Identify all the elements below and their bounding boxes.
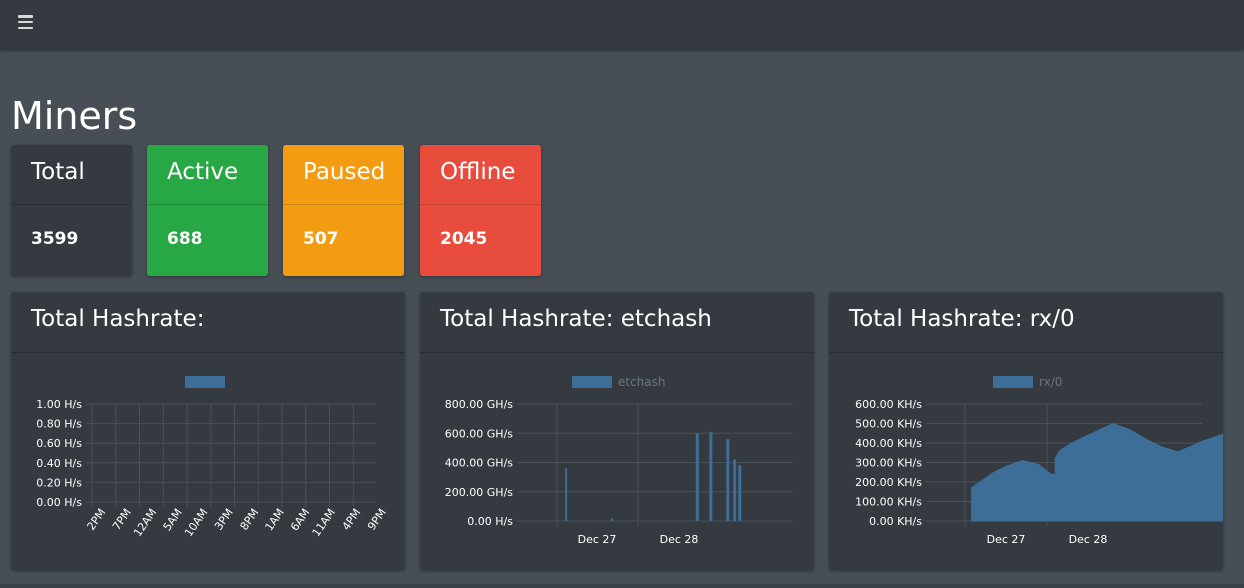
y-tick-label: 400.00 GH/s xyxy=(445,457,513,470)
page-title: Miners xyxy=(11,94,138,138)
x-tick-label: 7PM xyxy=(110,506,134,532)
y-tick-label: 500.00 KH/s xyxy=(855,418,922,431)
chart-title-rx0: Total Hashrate: rx/0 xyxy=(829,292,1223,353)
y-tick-label: 0.00 H/s xyxy=(467,515,513,528)
stat-label-active: Active xyxy=(147,145,268,205)
y-tick-label: 0.00 H/s xyxy=(36,496,82,509)
legend-label: rx/0 xyxy=(1039,375,1062,389)
x-tick-label: 6AM xyxy=(288,506,312,533)
x-tick-label: 5AM xyxy=(161,506,185,533)
y-tick-label: 0.20 H/s xyxy=(36,476,82,489)
stat-value-offline: 2045 xyxy=(440,229,488,249)
hashrate-card-total: Total Hashrate: 1.00 H/s 0.80 H/s 0.60 H/s… xyxy=(11,292,405,570)
x-tick-label: 11AM xyxy=(310,506,338,539)
x-tick-label: 9PM xyxy=(365,506,389,532)
data-bar xyxy=(695,433,699,521)
legend-label: etchash xyxy=(618,375,666,389)
hashrate-chart-etchash: etchash 800.00 GH/s 600.00 GH/s 400.00 GH/s… xyxy=(445,375,793,546)
x-tick-label: 2PM xyxy=(85,506,109,532)
legend-swatch xyxy=(185,376,225,388)
x-tick-label: 10AM xyxy=(182,506,210,539)
y-tick-label: 0.00 KH/s xyxy=(869,515,922,528)
legend-swatch xyxy=(572,376,612,388)
bottom-edge xyxy=(0,584,1244,588)
hashrate-chart-rx0: rx/0 600.00 KH/s 500.00 KH/s 400.00 KH/s 300… xyxy=(855,375,1223,546)
hashrate-card-etchash: Total Hashrate: etchash etchash 800.00 GH… xyxy=(420,292,814,570)
y-tick-label: 0.80 H/s xyxy=(36,418,82,431)
x-tick-label: 4PM xyxy=(340,506,364,532)
y-tick-label: 1.00 H/s xyxy=(36,398,82,411)
stat-value-active: 688 xyxy=(167,229,203,249)
chart-title-etchash: Total Hashrate: etchash xyxy=(420,292,814,353)
y-tick-label: 400.00 KH/s xyxy=(855,437,922,450)
top-navbar xyxy=(0,0,1244,50)
stat-label-total: Total xyxy=(11,145,132,205)
stat-card-paused: Paused 507 xyxy=(283,145,404,276)
y-tick-label: 100.00 KH/s xyxy=(855,496,922,509)
x-tick-label: Dec 27 xyxy=(987,533,1026,546)
data-bar xyxy=(565,468,568,521)
y-tick-label: 0.40 H/s xyxy=(36,457,82,470)
chart-title-total: Total Hashrate: xyxy=(11,292,405,353)
x-tick-label: 8PM xyxy=(238,506,262,532)
hashrate-card-rx0: Total Hashrate: rx/0 rx/0 600.00 KH/s 500.… xyxy=(829,292,1223,570)
stat-label-paused: Paused xyxy=(283,145,404,205)
y-tick-label: 0.60 H/s xyxy=(36,437,82,450)
data-bar xyxy=(733,459,737,521)
stat-card-offline: Offline 2045 xyxy=(420,145,541,276)
y-tick-label: 600.00 GH/s xyxy=(445,427,513,440)
data-area xyxy=(971,422,1223,522)
x-tick-label: Dec 27 xyxy=(578,533,617,546)
x-tick-label: Dec 28 xyxy=(1069,533,1108,546)
stat-value-total: 3599 xyxy=(31,229,79,249)
y-tick-label: 200.00 GH/s xyxy=(445,486,513,499)
y-tick-label: 300.00 KH/s xyxy=(855,457,922,470)
x-tick-label: 3PM xyxy=(212,506,236,532)
stat-value-paused: 507 xyxy=(303,229,339,249)
y-tick-label: 800.00 GH/s xyxy=(445,398,513,411)
stat-card-active: Active 688 xyxy=(147,145,268,276)
data-bar xyxy=(709,431,713,521)
y-tick-label: 200.00 KH/s xyxy=(855,476,922,489)
x-tick-label: 12AM xyxy=(131,506,159,539)
legend-swatch xyxy=(993,376,1033,388)
hashrate-chart-total: 1.00 H/s 0.80 H/s 0.60 H/s 0.40 H/s 0.20 H/s… xyxy=(36,376,389,539)
data-bar xyxy=(610,518,613,521)
data-bar xyxy=(726,439,730,521)
x-tick-label: Dec 28 xyxy=(660,533,699,546)
hamburger-menu-icon[interactable] xyxy=(18,15,33,30)
y-tick-label: 600.00 KH/s xyxy=(855,398,922,411)
x-tick-label: 1AM xyxy=(263,506,287,533)
stat-label-offline: Offline xyxy=(420,145,541,205)
stat-card-total: Total 3599 xyxy=(11,145,132,276)
data-bar xyxy=(738,465,742,521)
